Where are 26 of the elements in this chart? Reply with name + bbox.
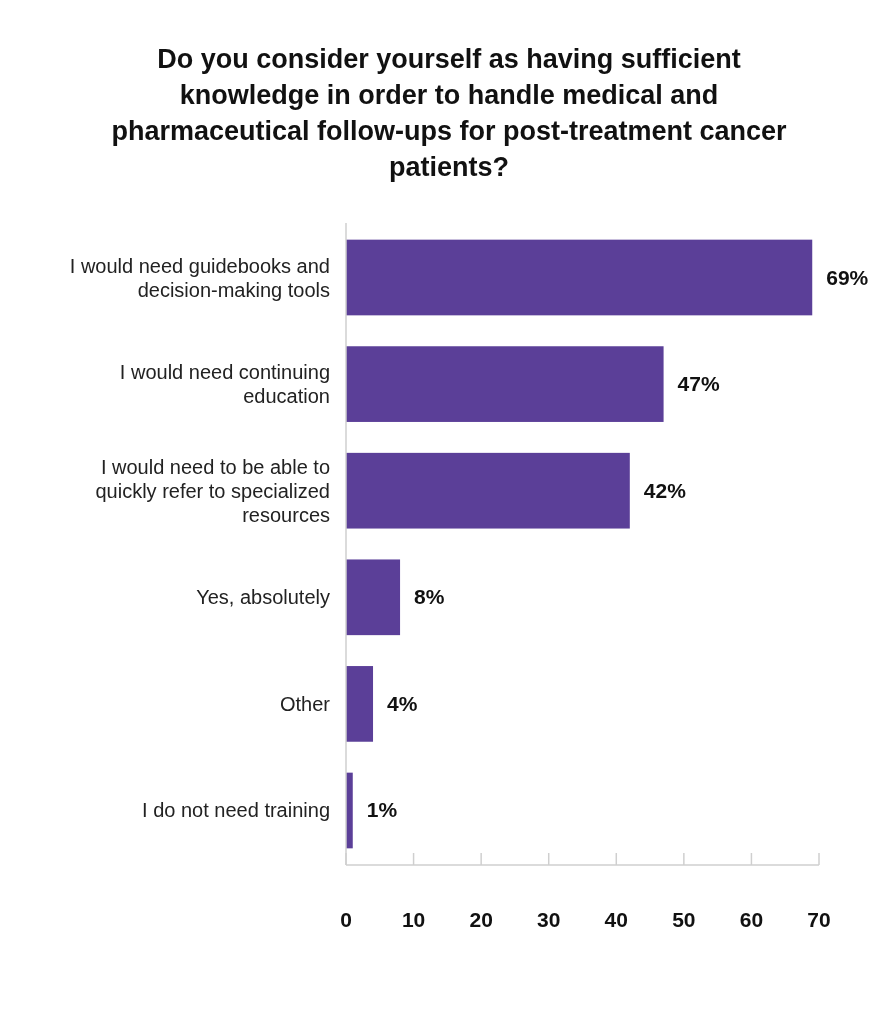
- x-tick-label: 10: [401, 908, 426, 931]
- bar: [346, 666, 374, 742]
- y-tick-label: I would need guidebooks and decision-making tools: [69, 254, 330, 301]
- x-tick-label: 40: [604, 908, 628, 931]
- data-label: 8%: [414, 585, 445, 609]
- y-tick-label: I do not need training: [142, 799, 330, 822]
- x-tick-label: 70: [807, 908, 831, 931]
- bar: [346, 346, 664, 422]
- x-tick-label: 50: [672, 908, 696, 931]
- data-label: 4%: [387, 691, 418, 715]
- y-tick-label: I would need to be able to quickly refer to specialized resources: [95, 455, 330, 526]
- bar: [346, 452, 630, 529]
- y-tick-label: Yes, absolutely: [196, 586, 330, 609]
- bar: [346, 559, 401, 636]
- y-tick-label: I would need continuing education: [119, 361, 330, 408]
- chart-title: Do you consider yourself as having sufficient knowledge in order to handle medical and pharmaceutical follow-ups for post-treatment cancer patients?: [111, 44, 788, 182]
- x-tick-label: 60: [739, 908, 764, 931]
- data-label: 47%: [677, 372, 720, 396]
- bar: [346, 239, 813, 316]
- x-tick-label: 20: [469, 908, 493, 931]
- data-label: 69%: [826, 265, 869, 289]
- x-tick-label: 0: [340, 908, 352, 931]
- data-label: 42%: [643, 478, 687, 502]
- y-tick-label: Other: [279, 692, 331, 715]
- x-tick-label: 30: [537, 908, 561, 931]
- data-label: 1%: [366, 798, 398, 822]
